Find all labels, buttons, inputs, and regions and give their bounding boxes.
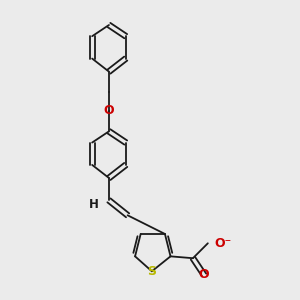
Text: O⁻: O⁻ [215,237,232,250]
Text: O: O [103,104,114,117]
Text: S: S [147,265,156,278]
Text: O: O [199,268,209,281]
Text: H: H [89,198,99,211]
